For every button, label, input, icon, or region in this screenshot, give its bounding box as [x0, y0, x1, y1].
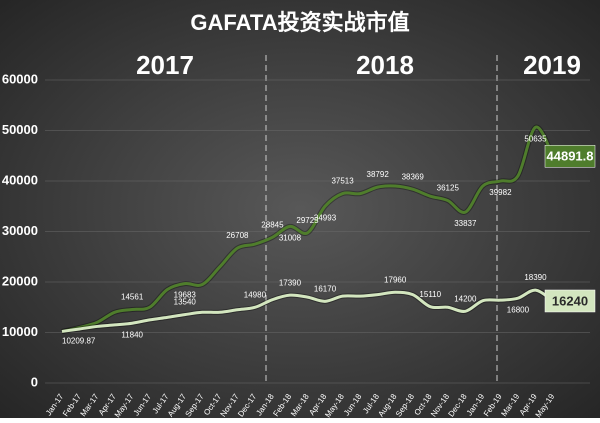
- data-label: 18390: [524, 273, 547, 282]
- data-label: 33837: [454, 219, 477, 228]
- data-label: 17960: [384, 275, 407, 284]
- data-label: 17390: [279, 278, 302, 287]
- data-label: 38792: [367, 170, 390, 179]
- data-label: 34993: [314, 213, 337, 222]
- chart-title: GAFATA投资实战市值: [190, 10, 409, 35]
- data-label: 31008: [279, 234, 302, 243]
- data-label: 14561: [121, 293, 144, 302]
- series-line: [61, 125, 555, 333]
- data-label: 36125: [437, 184, 460, 193]
- end-label: 16240: [552, 293, 588, 308]
- data-label: 39982: [489, 188, 512, 197]
- data-label: 11840: [121, 330, 143, 339]
- data-label: 37513: [331, 177, 354, 186]
- y-tick-label: 40000: [2, 172, 38, 187]
- data-label: 10209.87: [62, 337, 96, 346]
- y-tick-label: 60000: [2, 71, 38, 86]
- data-label: 19683: [174, 291, 197, 300]
- data-label: 26708: [226, 231, 249, 240]
- data-label: 28845: [261, 220, 284, 229]
- year-label: 2018: [356, 50, 414, 80]
- end-label-box: [544, 289, 596, 313]
- y-tick-label: 0: [31, 374, 38, 389]
- y-tick-label: 10000: [2, 324, 38, 339]
- data-label: 38369: [402, 172, 425, 181]
- data-label: 29725: [296, 216, 319, 225]
- end-label-box: [544, 145, 596, 168]
- data-label: 50635: [524, 134, 547, 143]
- data-label: 15110: [419, 290, 441, 299]
- y-tick-label: 30000: [2, 223, 38, 238]
- data-label: 16800: [507, 305, 530, 314]
- y-tick-label: 50000: [2, 122, 38, 137]
- data-label: 14980: [244, 290, 267, 299]
- end-label: 44891.8: [547, 149, 594, 164]
- year-label: 2017: [136, 50, 194, 80]
- data-label: 14200: [454, 294, 477, 303]
- data-label: 13540: [174, 298, 197, 307]
- data-label: 16170: [314, 284, 337, 293]
- series-line: [61, 288, 554, 333]
- year-label: 2019: [523, 50, 581, 80]
- y-tick-label: 20000: [2, 273, 38, 288]
